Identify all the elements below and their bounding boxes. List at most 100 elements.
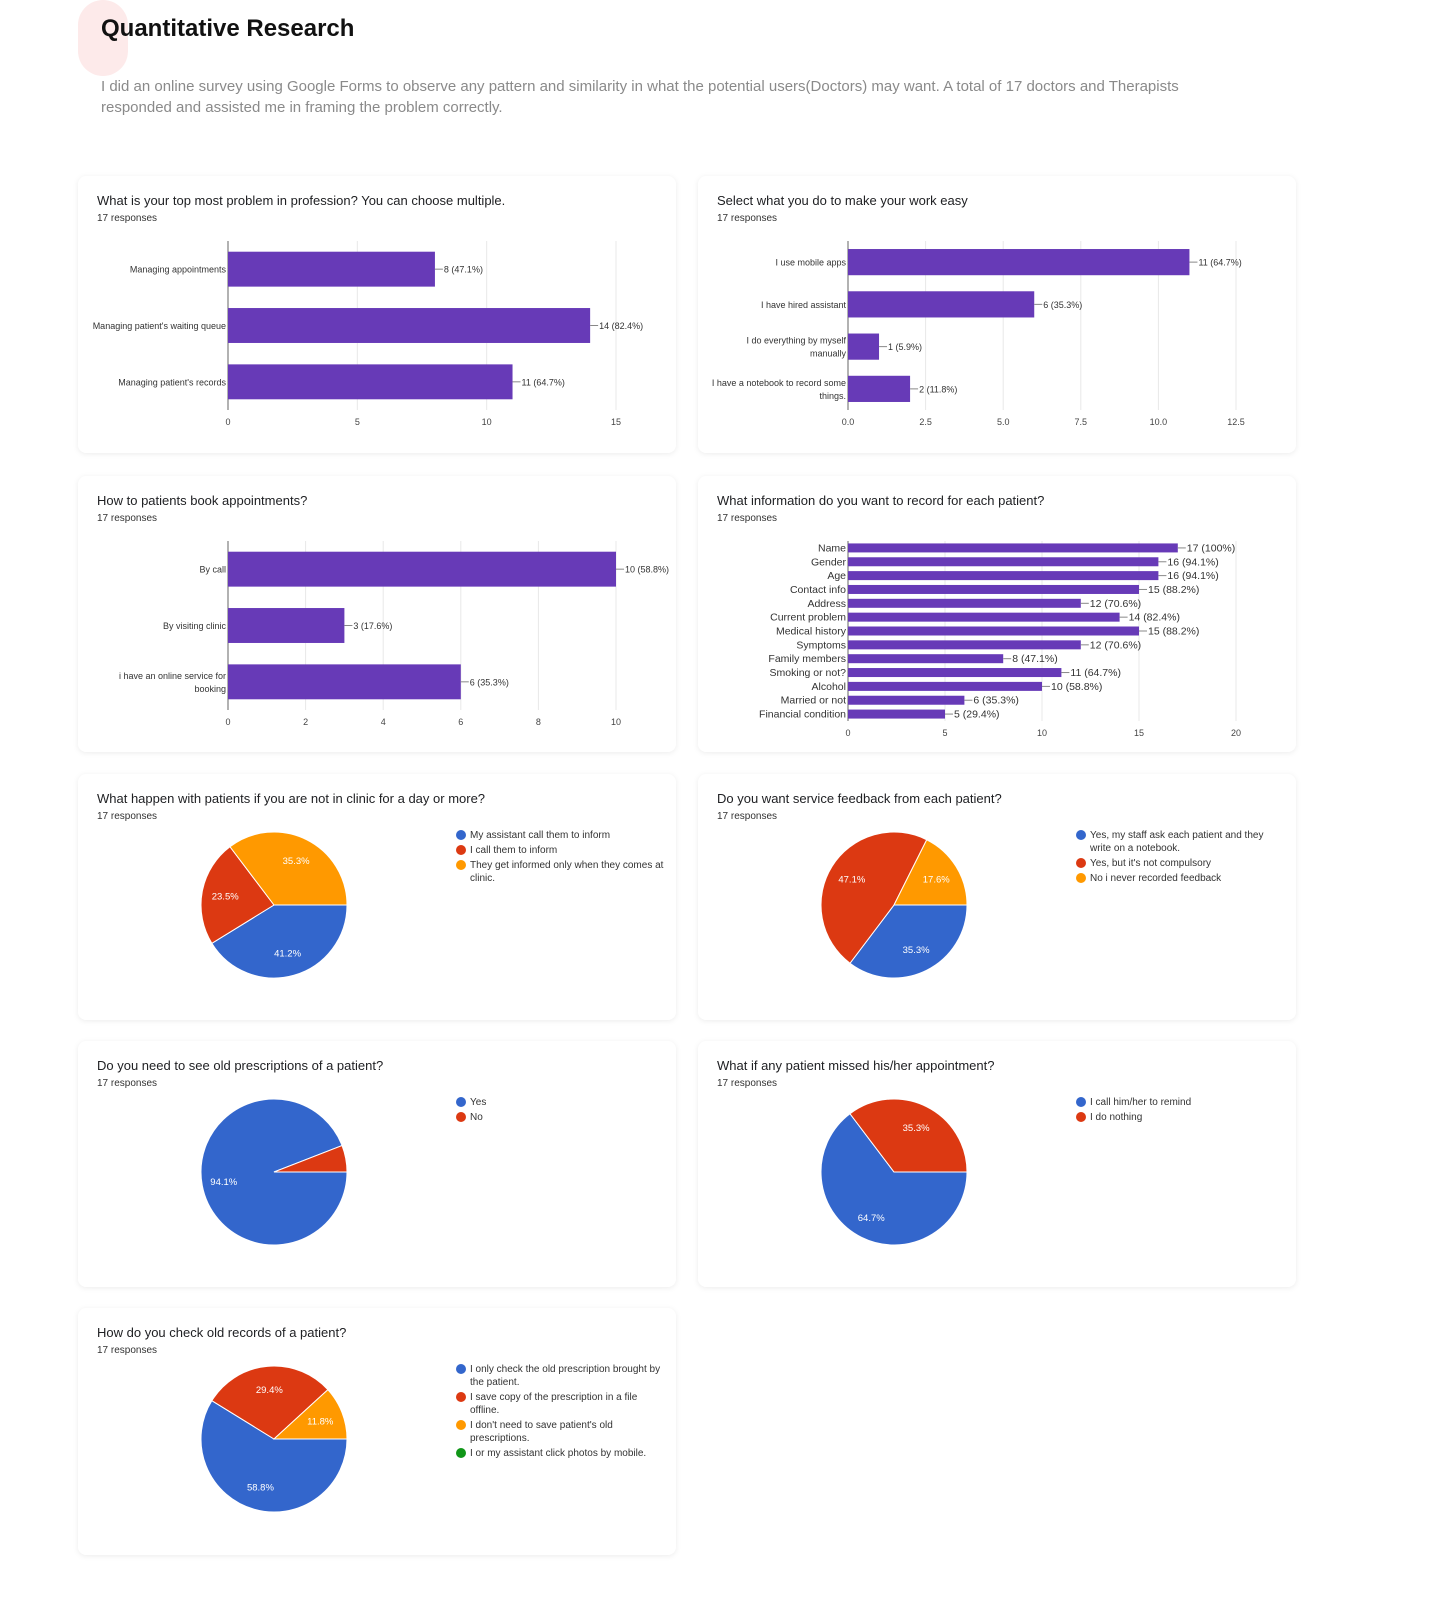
- legend-dot-icon: [456, 830, 466, 840]
- slice-label: 35.3%: [903, 945, 930, 956]
- category-label: manually: [810, 349, 847, 359]
- chart-svg: 64.7% 35.3%: [820, 1098, 968, 1246]
- legend-label: Yes: [470, 1097, 487, 1108]
- x-tick-label: 10.0: [1150, 417, 1168, 427]
- bar-value-label: 2 (11.8%): [919, 384, 957, 394]
- legend-label: No: [470, 1112, 483, 1123]
- bar-value-label: 12 (70.6%): [1090, 598, 1141, 610]
- x-tick-label: 7.5: [1075, 417, 1088, 427]
- legend-item: Yes: [456, 1096, 666, 1109]
- bar: [848, 654, 1004, 664]
- chart-card-feedback: Do you want service feedback from each p…: [698, 774, 1296, 1020]
- pie-slice: [272, 1388, 348, 1440]
- slice-label: 35.3%: [903, 1123, 930, 1134]
- chart-card-missed-appointment: What if any patient missed his/her appoi…: [698, 1041, 1296, 1287]
- bar-value-label: 5 (29.4%): [954, 709, 1000, 721]
- chart-card-work-easy: Select what you do to make your work eas…: [698, 176, 1296, 453]
- legend-dot-icon: [456, 1420, 466, 1430]
- legend-item: Yes, but it's not compulsory: [1076, 857, 1286, 870]
- legend-dot-icon: [1076, 830, 1086, 840]
- response-count: 17 responses: [97, 1345, 158, 1356]
- page-description: I did an online survey using Google Form…: [101, 78, 1179, 116]
- x-tick-label: 5.0: [997, 417, 1010, 427]
- bar: [848, 543, 1178, 553]
- x-tick-label: 0: [225, 417, 230, 427]
- response-count: 17 responses: [717, 513, 778, 524]
- bar-value-label: 11 (64.7%): [1070, 667, 1121, 679]
- category-label: Married or not: [781, 695, 846, 707]
- legend-item: Yes, my staff ask each patient and they …: [1076, 829, 1286, 855]
- question-title: Select what you do to make your work eas…: [717, 193, 968, 208]
- category-label: Gender: [811, 556, 847, 568]
- category-label: Age: [827, 570, 846, 582]
- category-label: Current problem: [770, 612, 846, 624]
- legend-label: No i never recorded feedback: [1090, 873, 1222, 884]
- question-title: What is your top most problem in profess…: [97, 193, 506, 208]
- chart-legend: Yes No: [456, 1096, 666, 1126]
- x-tick-label: 2: [303, 717, 308, 727]
- slice-label: 11.8%: [307, 1417, 334, 1428]
- category-label: Financial condition: [759, 709, 846, 721]
- chart-card-top-problem: What is your top most problem in profess…: [78, 176, 676, 453]
- pie-slice: [893, 839, 968, 906]
- bar: [228, 251, 435, 287]
- legend-dot-icon: [456, 1448, 466, 1458]
- legend-dot-icon: [456, 1392, 466, 1402]
- chart-svg: 0 5 10 15 20 17 (100%) Name 16 (94.1%) Gender 16 …: [759, 541, 1241, 738]
- response-count: 17 responses: [717, 1078, 778, 1089]
- question-title: What if any patient missed his/her appoi…: [717, 1058, 995, 1073]
- category-label: things.: [819, 391, 846, 401]
- bar: [228, 664, 461, 700]
- bar: [848, 695, 965, 705]
- legend-dot-icon: [456, 845, 466, 855]
- category-label: Medical history: [776, 626, 847, 638]
- pie-slice: [820, 831, 928, 964]
- bar-value-label: 8 (47.1%): [444, 265, 483, 275]
- legend-label: I call him/her to remind: [1090, 1097, 1192, 1108]
- legend-label: I only check the old prescription brough…: [470, 1364, 661, 1388]
- chart-card-record-info: What information do you want to record f…: [698, 476, 1296, 752]
- category-label: booking: [194, 684, 226, 694]
- chart-legend: My assistant call them to inform I call t…: [456, 829, 666, 887]
- legend-dot-icon: [1076, 858, 1086, 868]
- category-label: Smoking or not?: [770, 667, 847, 679]
- category-label: Managing patient's records: [118, 377, 226, 387]
- category-label: Name: [818, 542, 846, 554]
- x-tick-label: 4: [381, 717, 386, 727]
- bar: [848, 709, 945, 719]
- chart-card-old-records: How do you check old records of a patien…: [78, 1308, 676, 1555]
- x-tick-label: 0: [225, 717, 230, 727]
- pie-slice: [849, 1098, 968, 1173]
- bar-value-label: 1 (5.9%): [888, 342, 922, 352]
- response-count: 17 responses: [97, 1078, 158, 1089]
- x-tick-label: 5: [942, 728, 947, 738]
- slice-label: 17.6%: [923, 874, 950, 885]
- legend-dot-icon: [456, 860, 466, 870]
- bar-value-label: 8 (47.1%): [1012, 653, 1058, 665]
- legend-label: I or my assistant click photos by mobile…: [470, 1448, 647, 1459]
- pie-slice: [200, 846, 275, 945]
- bar: [848, 291, 1035, 318]
- bar: [848, 640, 1081, 650]
- category-label: i have an online service for: [119, 671, 226, 681]
- legend-dot-icon: [456, 1097, 466, 1107]
- legend-item: I don't need to save patient's old presc…: [456, 1419, 666, 1445]
- pie-slice: [211, 1365, 329, 1440]
- chart-svg: 35.3% 47.1% 17.6%: [820, 831, 968, 979]
- bar-value-label: 15 (88.2%): [1148, 584, 1199, 596]
- slice-label: 47.1%: [838, 874, 865, 885]
- bar: [848, 333, 880, 360]
- category-label: Alcohol: [812, 681, 846, 693]
- slice-label: 41.2%: [274, 948, 301, 959]
- bar: [848, 598, 1081, 608]
- bar-value-label: 12 (70.6%): [1090, 639, 1141, 651]
- bar-value-label: 6 (35.3%): [1043, 300, 1082, 310]
- category-label: Address: [807, 598, 846, 610]
- question-title: How to patients book appointments?: [97, 493, 308, 508]
- slice-label: 94.1%: [210, 1177, 237, 1188]
- legend-item: I only check the old prescription brough…: [456, 1363, 666, 1389]
- bar: [228, 364, 513, 400]
- legend-item: I do nothing: [1076, 1111, 1286, 1124]
- x-tick-label: 10: [1037, 728, 1047, 738]
- legend-item: I or my assistant click photos by mobile…: [456, 1447, 666, 1460]
